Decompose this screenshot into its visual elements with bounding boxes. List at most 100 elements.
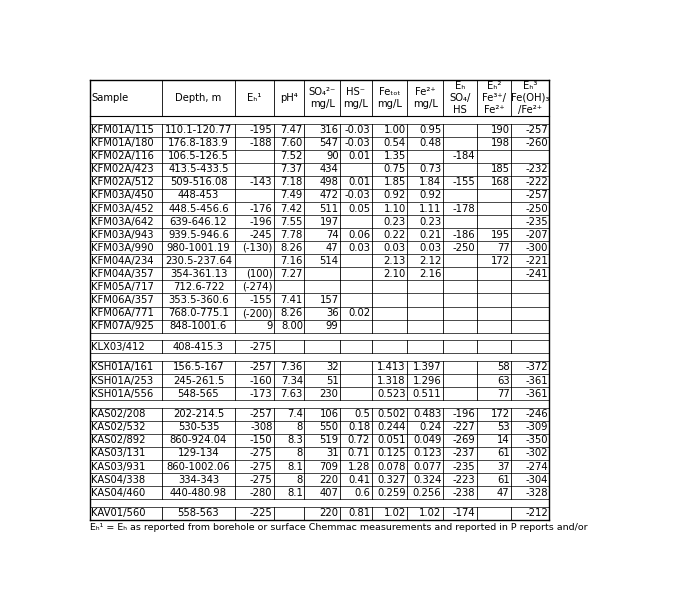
Text: 0.02: 0.02 (348, 308, 370, 318)
Text: 639-646.12: 639-646.12 (170, 217, 227, 226)
Text: KFM01A/180: KFM01A/180 (91, 138, 154, 148)
Text: 8.3: 8.3 (287, 435, 303, 446)
Text: 7.41: 7.41 (281, 295, 303, 305)
Text: KFM03A/642: KFM03A/642 (91, 217, 154, 226)
Text: 47: 47 (497, 487, 510, 498)
Text: 1.00: 1.00 (384, 125, 406, 135)
Text: 106.5-126.5: 106.5-126.5 (168, 151, 229, 161)
Text: -350: -350 (525, 435, 548, 446)
Text: KAS03/131: KAS03/131 (91, 449, 146, 458)
Text: -250: -250 (525, 203, 548, 214)
Text: 2.16: 2.16 (419, 269, 441, 279)
Text: 0.22: 0.22 (383, 229, 406, 240)
Text: 0.051: 0.051 (377, 435, 406, 446)
Text: 7.60: 7.60 (281, 138, 303, 148)
Text: KSH01A/556: KSH01A/556 (91, 388, 154, 399)
Text: -237: -237 (453, 449, 475, 458)
Text: -150: -150 (250, 435, 272, 446)
Text: Eₕ²
Fe³⁺/
Fe²⁺: Eₕ² Fe³⁺/ Fe²⁺ (482, 81, 506, 115)
Text: -275: -275 (250, 449, 272, 458)
Text: 407: 407 (320, 487, 338, 498)
Text: 0.92: 0.92 (383, 191, 406, 200)
Text: -232: -232 (525, 164, 548, 174)
Text: -372: -372 (525, 362, 548, 373)
Text: -257: -257 (250, 362, 272, 373)
Text: -225: -225 (250, 509, 272, 518)
Text: -238: -238 (453, 487, 475, 498)
Text: 7.55: 7.55 (280, 217, 303, 226)
Text: (-200): (-200) (242, 308, 272, 318)
Text: 509-516.08: 509-516.08 (170, 177, 227, 188)
Text: HS⁻
mg/L: HS⁻ mg/L (343, 87, 368, 109)
Text: 334-343: 334-343 (178, 475, 219, 484)
Text: 0.049: 0.049 (413, 435, 441, 446)
Text: (-130): (-130) (242, 243, 272, 253)
Text: 0.244: 0.244 (377, 422, 406, 432)
Text: 8.1: 8.1 (287, 461, 303, 472)
Text: -250: -250 (453, 243, 475, 253)
Text: 7.36: 7.36 (281, 362, 303, 373)
Text: -223: -223 (453, 475, 475, 484)
Text: 768.0-775.1: 768.0-775.1 (168, 308, 229, 318)
Text: 0.123: 0.123 (413, 449, 441, 458)
Text: 7.27: 7.27 (280, 269, 303, 279)
Text: 0.01: 0.01 (348, 177, 370, 188)
Text: 0.256: 0.256 (413, 487, 441, 498)
Text: 7.52: 7.52 (280, 151, 303, 161)
Text: 1.413: 1.413 (377, 362, 406, 373)
Text: 157: 157 (320, 295, 338, 305)
Text: 2.12: 2.12 (419, 256, 441, 266)
Text: 172: 172 (491, 409, 510, 419)
Text: KFM02A/512: KFM02A/512 (91, 177, 154, 188)
Text: KAS04/338: KAS04/338 (91, 475, 146, 484)
Text: 0.01: 0.01 (348, 151, 370, 161)
Text: 530-535: 530-535 (178, 422, 219, 432)
Text: 0.5: 0.5 (354, 409, 370, 419)
Text: 408-415.3: 408-415.3 (173, 342, 224, 352)
Text: 156.5-167: 156.5-167 (173, 362, 224, 373)
Text: 0.23: 0.23 (419, 217, 441, 226)
Text: 547: 547 (320, 138, 338, 148)
Text: 354-361.13: 354-361.13 (170, 269, 227, 279)
Text: 0.95: 0.95 (419, 125, 441, 135)
Text: Feₜₒₜ
mg/L: Feₜₒₜ mg/L (377, 87, 402, 109)
Text: Sample: Sample (91, 93, 129, 103)
Text: 90: 90 (326, 151, 338, 161)
Text: 0.125: 0.125 (377, 449, 406, 458)
Text: -308: -308 (250, 422, 272, 432)
Text: 31: 31 (326, 449, 338, 458)
Text: 176.8-183.9: 176.8-183.9 (168, 138, 229, 148)
Text: -274: -274 (525, 461, 548, 472)
Text: 190: 190 (491, 125, 510, 135)
Text: Depth, m: Depth, m (175, 93, 221, 103)
Text: 0.324: 0.324 (413, 475, 441, 484)
Text: 939.5-946.6: 939.5-946.6 (168, 229, 229, 240)
Text: 0.24: 0.24 (419, 422, 441, 432)
Text: 245-261.5: 245-261.5 (173, 376, 224, 385)
Text: 8: 8 (297, 422, 303, 432)
Text: 74: 74 (326, 229, 338, 240)
Text: 980-1001.19: 980-1001.19 (167, 243, 230, 253)
Text: 230: 230 (320, 388, 338, 399)
Text: 0.54: 0.54 (384, 138, 406, 148)
Text: 7.37: 7.37 (281, 164, 303, 174)
Text: Fe²⁺
mg/L: Fe²⁺ mg/L (413, 87, 437, 109)
Text: 0.72: 0.72 (348, 435, 370, 446)
Text: 110.1-120.77: 110.1-120.77 (165, 125, 232, 135)
Text: 0.03: 0.03 (384, 243, 406, 253)
Text: 198: 198 (491, 138, 510, 148)
Text: 2.13: 2.13 (383, 256, 406, 266)
Text: 0.077: 0.077 (413, 461, 441, 472)
Text: -309: -309 (525, 422, 548, 432)
Text: Eₕ¹ = Eₕ as reported from borehole or surface Chemmac measurements and reported : Eₕ¹ = Eₕ as reported from borehole or su… (90, 523, 588, 532)
Text: KAS02/532: KAS02/532 (91, 422, 146, 432)
Text: 548-565: 548-565 (177, 388, 219, 399)
Text: 472: 472 (320, 191, 338, 200)
Text: 558-563: 558-563 (177, 509, 219, 518)
Text: KSH01A/253: KSH01A/253 (91, 376, 154, 385)
Text: 1.28: 1.28 (348, 461, 370, 472)
Text: 7.34: 7.34 (281, 376, 303, 385)
Text: KLX03/412: KLX03/412 (91, 342, 145, 352)
Text: -361: -361 (525, 388, 548, 399)
Text: 519: 519 (320, 435, 338, 446)
